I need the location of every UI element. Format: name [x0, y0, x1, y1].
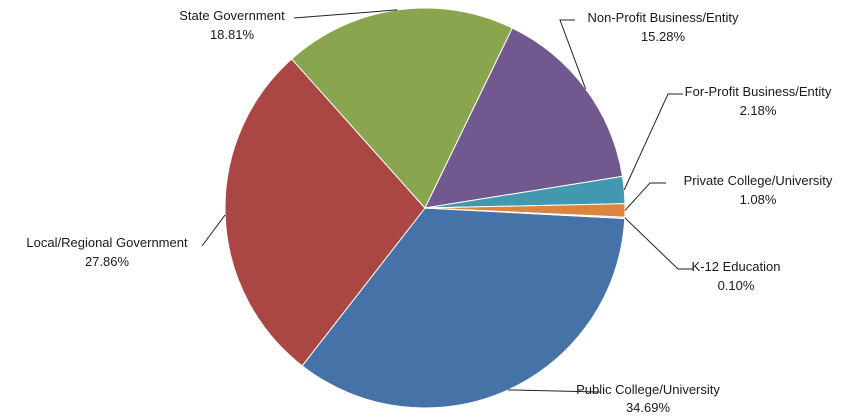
percent-local-regional-gov: 27.86% [85, 254, 130, 269]
label-k12: K-12 Education [692, 259, 781, 274]
slice-local-regional-gov [224, 58, 426, 367]
label-for-profit: For-Profit Business/Entity [685, 84, 832, 99]
leader-for-profit [623, 93, 683, 191]
percent-for-profit: 2.18% [740, 103, 777, 118]
percent-private-college: 1.08% [740, 192, 777, 207]
percent-public-college: 34.69% [626, 400, 671, 415]
leader-state-gov [293, 9, 398, 19]
label-public-college: Public College/University [576, 382, 720, 397]
leader-lines [201, 9, 693, 393]
leader-private-college [624, 182, 666, 211]
percent-k12: 0.10% [718, 278, 755, 293]
label-non-profit: Non-Profit Business/Entity [587, 10, 739, 25]
leader-k12 [624, 217, 693, 270]
percent-non-profit: 15.28% [641, 29, 686, 44]
label-local-regional-gov: Local/Regional Government [26, 235, 188, 250]
label-private-college: Private College/University [684, 173, 833, 188]
slice-k12 [424, 207, 626, 219]
label-state-gov: State Government [179, 8, 285, 23]
percent-state-gov: 18.81% [210, 27, 255, 42]
slice-labels: Public College/University 34.69% Local/R… [26, 8, 832, 415]
slice-public-college [301, 207, 626, 409]
leader-local-regional-gov [201, 214, 226, 247]
leader-public-college [508, 389, 601, 393]
pie-slices [224, 7, 626, 409]
leader-non-profit [559, 19, 587, 89]
